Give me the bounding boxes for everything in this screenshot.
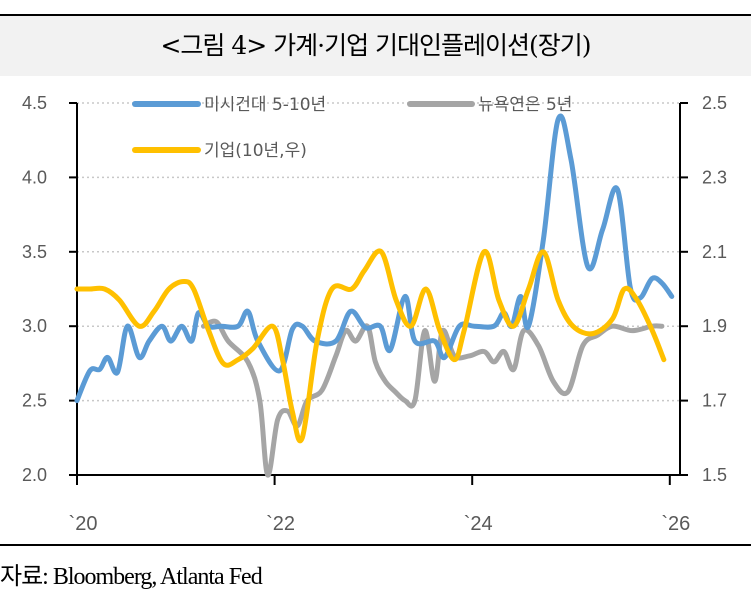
- legend-label-nyfed: 뉴욕연은 5년: [478, 95, 572, 115]
- chart-title: <그림 4> 가계·기업 기대인플레이션(장기): [160, 31, 591, 60]
- left-axis-tick-label: 3.0: [22, 316, 47, 336]
- legend: 미시건대 5-10년 뉴욕연은 5년 기업(10년,우): [132, 95, 572, 161]
- x-axis-tick-label: `24: [464, 513, 493, 535]
- series-line-michigan: [74, 113, 675, 404]
- right-axis-tick-label: 2.3: [702, 167, 727, 187]
- left-axis-tick-label: 4.5: [22, 93, 47, 113]
- x-axis-tick-label: `26: [661, 513, 690, 535]
- left-axis-tick-label: 2.0: [22, 465, 47, 485]
- left-axis-tick-label: 2.5: [22, 391, 47, 411]
- left-axis-tick-label: 4.0: [22, 167, 47, 187]
- tick-labels: 2.0 2.5 3.0 3.5 4.0 4.5 1.5 1.7 1.9 2.1 2.3 2.5 `20 `…: [22, 93, 727, 535]
- bottom-rule: [0, 544, 751, 546]
- title-band: [0, 16, 751, 76]
- axes: [69, 102, 688, 485]
- right-axis-tick-label: 1.5: [702, 465, 727, 485]
- legend-label-business: 기업(10년,우): [204, 141, 307, 161]
- top-rule: [0, 14, 751, 16]
- right-axis-tick-label: 2.5: [702, 93, 727, 113]
- left-axis-tick-label: 3.5: [22, 242, 47, 262]
- source-note: 자료: Bloomberg, Atlanta Fed: [0, 564, 263, 590]
- legend-label-michigan: 미시건대 5-10년: [204, 95, 326, 115]
- right-axis-tick-label: 1.7: [702, 391, 727, 411]
- series-lines: [74, 113, 675, 478]
- series-line-business: [74, 248, 667, 444]
- series-line-nyfed: [200, 318, 665, 478]
- x-axis-tick-label: `22: [266, 513, 295, 535]
- right-axis-tick-label: 2.1: [702, 242, 727, 262]
- x-axis-tick-label: `20: [69, 513, 98, 535]
- right-axis-tick-label: 1.9: [702, 316, 727, 336]
